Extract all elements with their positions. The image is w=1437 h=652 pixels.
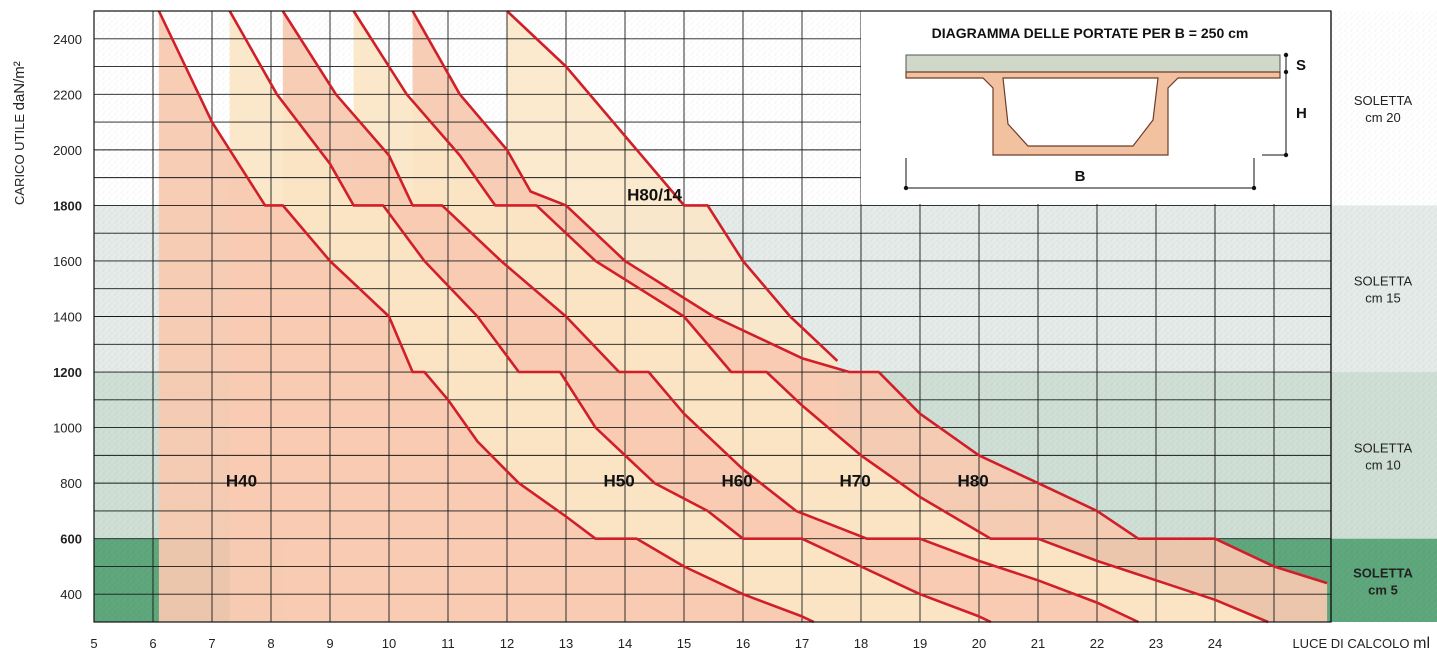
x-tick-12: 12 (500, 636, 514, 651)
curve-h60 (281, 10, 1139, 624)
x-tick-21: 21 (1031, 636, 1045, 651)
curve-label-h70: H70 (840, 471, 871, 490)
x-tick-17: 17 (795, 636, 809, 651)
y-tick-400: 400 (60, 587, 82, 602)
inset-dim-b-end (1251, 185, 1257, 191)
y-tick-2000: 2000 (53, 143, 82, 158)
y-axis-label-main: CARICO UTILE (12, 110, 27, 205)
y-tick-800: 800 (60, 476, 82, 491)
curve-h70 (352, 10, 1269, 624)
x-tick-8: 8 (267, 636, 274, 651)
y-axis-label: CARICO UTILE daN/m² (11, 61, 28, 205)
curve-labels: H40 H50 H60 H70 H80 H80/14 (226, 185, 989, 490)
x-tick-24: 24 (1208, 636, 1222, 651)
x-axis-label: LUCE DI CALCOLO ml (1292, 635, 1430, 652)
inset-label-b: B (1075, 168, 1086, 185)
y-axis-label-unit: daN/m² (11, 61, 28, 110)
x-tick-7: 7 (208, 636, 215, 651)
cross-section-inset: DIAGRAMMA DELLE PORTATE PER B = 250 cm S… (861, 11, 1331, 204)
curve-label-h40: H40 (226, 471, 257, 490)
band-label-line2-1: cm 15 (1365, 291, 1400, 306)
curve-h50 (228, 10, 992, 624)
fill-h40 (158, 11, 814, 622)
curve-label-h80: H80 (958, 471, 989, 490)
x-tick-20: 20 (972, 636, 986, 651)
curve-label-h60: H60 (722, 471, 753, 490)
y-tick-1800: 1800 (53, 198, 82, 213)
x-tick-5: 5 (90, 636, 97, 651)
inset-dim-h-bottom (1283, 152, 1289, 158)
x-tick-19: 19 (913, 636, 927, 651)
x-tick-9: 9 (326, 636, 333, 651)
inset-dim-s-top (1283, 52, 1289, 58)
band-label-line1-3: SOLETTA (1353, 565, 1413, 580)
y-tick-2400: 2400 (53, 32, 82, 47)
band-label-line1-1: SOLETTA (1354, 274, 1413, 289)
curve-h40 (157, 10, 815, 624)
inset-slab (905, 54, 1281, 74)
y-tick-1200: 1200 (53, 365, 82, 380)
curve-h80 (411, 10, 1328, 585)
load-curves (157, 10, 1328, 624)
curve-label-h50: H50 (604, 471, 635, 490)
band-labels: SOLETTA cm 20 SOLETTA cm 15 SOLETTA cm 10 SOLE… (1353, 93, 1413, 597)
y-tick-2200: 2200 (53, 87, 82, 102)
inset-label-h: H (1296, 105, 1307, 122)
band-label-line2-2: cm 10 (1365, 457, 1400, 472)
x-tick-23: 23 (1149, 636, 1163, 651)
curve-h80-14 (506, 10, 839, 362)
x-tick-22: 22 (1090, 636, 1104, 651)
x-axis-label-unit: ml (1413, 635, 1430, 652)
band-label-line1-2: SOLETTA (1354, 440, 1413, 455)
inset-title: DIAGRAMMA DELLE PORTATE PER B = 250 cm (932, 25, 1249, 41)
inset-dim-b-start (903, 185, 909, 191)
x-tick-13: 13 (559, 636, 573, 651)
y-tick-600: 600 (60, 532, 82, 547)
inset-beam-void (1002, 77, 1159, 147)
y-tick-1600: 1600 (53, 254, 82, 269)
curve-label-h80-14: H80/14 (627, 185, 682, 204)
inset-label-s: S (1296, 57, 1306, 74)
x-tick-18: 18 (854, 636, 868, 651)
x-tick-11: 11 (441, 636, 455, 651)
x-tick-15: 15 (677, 636, 691, 651)
axis-ticks: 5 6 7 8 9 10 11 12 13 14 15 16 17 18 19 20 21 22 23 24 400 60… (53, 32, 1222, 651)
x-tick-10: 10 (382, 636, 396, 651)
x-tick-6: 6 (149, 636, 156, 651)
y-tick-1400: 1400 (53, 310, 82, 325)
y-tick-1000: 1000 (53, 421, 82, 436)
band-label-line2-3: cm 5 (1368, 582, 1398, 597)
band-label-line2-0: cm 20 (1365, 110, 1400, 125)
x-axis-label-main: LUCE DI CALCOLO (1292, 636, 1413, 651)
band-label-line1-0: SOLETTA (1354, 93, 1413, 108)
x-tick-16: 16 (736, 636, 750, 651)
x-tick-14: 14 (618, 636, 632, 651)
